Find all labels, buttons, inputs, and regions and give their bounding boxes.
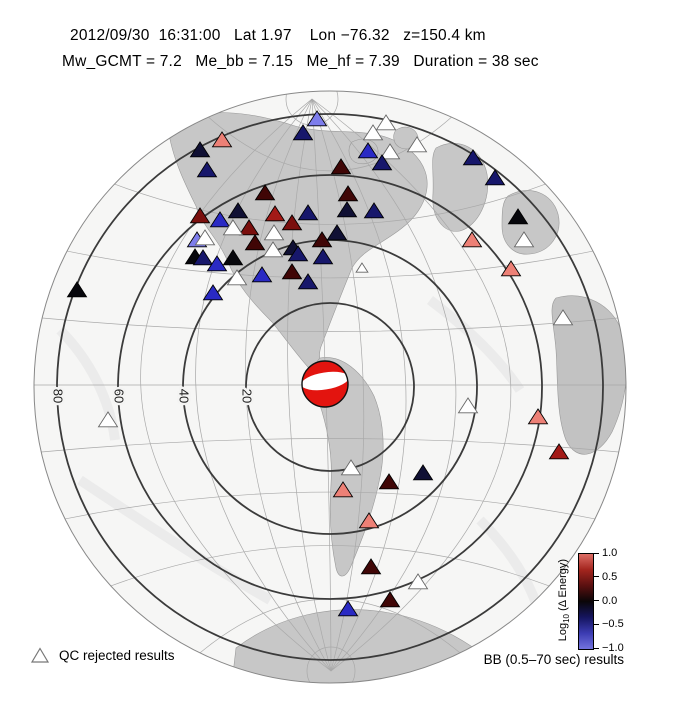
station-triangle-white xyxy=(362,124,384,141)
station-triangle-maroon xyxy=(337,185,359,202)
station-triangle-maroon xyxy=(244,234,266,251)
station-triangle-salmon xyxy=(527,408,549,425)
station-triangle-periwinkle xyxy=(306,110,328,127)
station-triangle-white xyxy=(355,262,369,273)
station-triangle-salmon xyxy=(358,512,380,529)
station-triangle-white xyxy=(97,411,119,428)
station-triangle-navy xyxy=(371,154,393,171)
distance-ring-80 xyxy=(56,113,604,661)
station-triangle-black xyxy=(222,249,244,266)
station-triangle-blue xyxy=(206,255,228,272)
station-triangle-maroon xyxy=(254,184,276,201)
station-triangle-navyblack xyxy=(412,464,434,481)
station-triangle-navy xyxy=(462,149,484,166)
station-triangle-maroon xyxy=(379,591,401,608)
parallel-line xyxy=(42,317,618,332)
distance-ring-60 xyxy=(117,174,543,600)
station-triangle-black xyxy=(66,281,88,298)
station-triangle-navy xyxy=(196,161,218,178)
station-markers xyxy=(66,110,574,617)
station-triangle-blue xyxy=(251,266,273,283)
distance-ring-label-20: 20 xyxy=(240,389,255,403)
station-triangle-navy xyxy=(292,124,314,141)
station-triangle-white xyxy=(222,219,244,236)
station-triangle-navy xyxy=(297,204,319,221)
station-triangle-navyblack xyxy=(189,141,211,158)
station-triangle-maroon xyxy=(311,231,333,248)
distance-ring-label-60: 60 xyxy=(112,389,127,403)
station-triangle-white xyxy=(552,309,574,326)
qc-legend: QC rejected results xyxy=(30,646,175,664)
station-triangle-white xyxy=(375,114,397,131)
station-triangle-navy xyxy=(192,249,214,266)
parallel-line xyxy=(64,491,596,520)
station-triangle-navyblack xyxy=(227,202,249,219)
station-triangle-navy xyxy=(484,169,506,186)
distance-ring-label-80: 80 xyxy=(51,389,66,403)
station-triangle-blue xyxy=(357,142,379,159)
station-triangle-navy xyxy=(312,248,334,265)
event-header-line: 2012/09/30 16:31:00 Lat 1.97 Lon −76.32 … xyxy=(70,27,486,44)
station-triangle-salmon xyxy=(500,260,522,277)
station-triangle-darkred xyxy=(281,214,303,231)
station-triangle-salmon xyxy=(211,131,233,148)
station-triangle-white xyxy=(226,269,248,286)
station-triangle-black xyxy=(507,208,529,225)
distance-ring-20 xyxy=(245,302,415,472)
station-triangle-white xyxy=(406,136,428,153)
focal-mechanism-beachball xyxy=(301,360,349,408)
parallel-line xyxy=(114,183,546,225)
station-triangle-salmon xyxy=(332,481,354,498)
station-triangle-white xyxy=(263,224,285,241)
station-triangle-navyblack xyxy=(336,201,358,218)
station-triangle-maroon xyxy=(378,473,400,490)
beachball-outline xyxy=(301,360,349,408)
station-triangle-white xyxy=(340,459,362,476)
station-triangle-white xyxy=(513,231,535,248)
qc-triangle-icon xyxy=(30,647,50,663)
magnitude-header-line: Mw_GCMT = 7.2 Me_bb = 7.15 Me_hf = 7.39 … xyxy=(62,53,539,70)
station-triangle-red xyxy=(548,443,570,460)
parallel-line xyxy=(41,438,619,453)
station-triangle-white xyxy=(194,229,216,246)
distance-ring-labels: 20 40 60 80 xyxy=(48,386,257,405)
station-triangle-blue xyxy=(337,600,359,617)
map-edge-circle xyxy=(33,90,627,684)
station-triangle-white xyxy=(457,397,479,414)
station-triangle-darkred xyxy=(238,219,260,236)
station-triangle-white xyxy=(262,241,284,258)
distance-ring-label-40: 40 xyxy=(177,389,192,403)
station-triangle-blue xyxy=(202,284,224,301)
qc-legend-label: QC rejected results xyxy=(59,647,175,663)
station-triangle-white xyxy=(379,143,401,160)
beachball-white-band xyxy=(301,371,349,391)
station-triangle-darkred xyxy=(189,207,211,224)
land-europe xyxy=(501,190,560,255)
station-triangle-navy xyxy=(363,202,385,219)
station-triangle-navy xyxy=(287,245,309,262)
station-triangle-navyblack xyxy=(326,224,348,241)
station-triangle-salmon xyxy=(461,231,483,248)
station-triangle-red xyxy=(264,205,286,222)
parallel-line xyxy=(66,250,594,279)
station-triangle-navy xyxy=(297,273,319,290)
map-disc: 20 40 60 80 xyxy=(34,91,626,683)
polar-circle-south xyxy=(306,646,356,683)
station-triangle-maroon xyxy=(330,158,352,175)
results-band-label: BB (0.5–70 sec) results xyxy=(483,652,624,667)
station-triangle-maroon xyxy=(281,263,303,280)
station-triangle-white xyxy=(407,573,429,590)
station-triangle-maroon xyxy=(360,558,382,575)
parallel-line xyxy=(110,545,550,587)
station-triangle-blue xyxy=(209,211,231,228)
